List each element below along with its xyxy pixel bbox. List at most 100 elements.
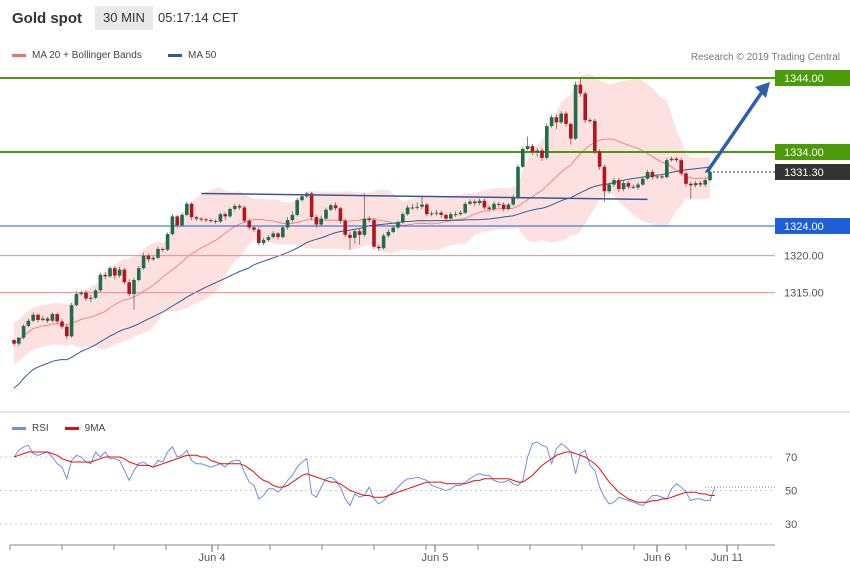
candle-body-60 [300,196,304,201]
price-label-box-0 [775,70,850,86]
candle-body-14 [79,292,83,295]
candle-body-13 [74,294,79,306]
candle-body-19 [103,274,107,277]
candle-body-131 [641,178,645,185]
rsi-legend-label: RSI [32,423,49,434]
candle-body-54 [271,233,275,238]
rsi-ma-line [13,451,715,503]
candle-body-22 [117,269,122,276]
candle-body-18 [98,274,103,291]
candle-body-39 [199,218,203,220]
candle-body-40 [204,219,208,221]
candle-body-69 [343,220,347,235]
candle-body-1 [17,337,21,344]
rsi-tick-label-2: 30 [785,519,797,531]
candle-body-118 [578,84,583,94]
price-label-box-2 [775,163,850,180]
candle-body-36 [185,203,189,215]
candle-body-139 [679,160,683,174]
candle-body-119 [583,93,587,121]
x-tick-label-0: Jun 4 [199,552,226,564]
candle-body-58 [290,214,295,221]
ma20-swatch [12,54,26,57]
price-label-box-3 [775,218,850,234]
price-label-box-1 [775,144,850,160]
candle-body-73 [362,218,367,235]
candle-body-134 [655,176,659,178]
candle-body-74 [367,218,371,221]
candle-body-63 [314,217,319,225]
candle-body-11 [65,326,69,337]
candle-body-128 [626,183,631,187]
candle-body-94 [463,203,467,213]
candle-body-12 [69,305,74,337]
candle-body-145 [708,171,712,181]
candle-body-96 [473,201,477,204]
candle-body-43 [218,214,223,222]
price-label-5: 1315.00 [784,288,824,300]
ma20-legend: MA 20 + Bollinger Bands [12,50,142,61]
candle-body-42 [213,220,218,222]
candle-body-141 [689,183,693,186]
candle-body-8 [50,314,55,321]
candle-body-142 [693,183,698,186]
timestamp: 05:17:14 CET [158,10,239,25]
price-label-0: 1344.00 [784,73,824,85]
candle-body-48 [242,207,247,221]
candle-body-70 [348,234,352,238]
candle-body-123 [602,166,607,192]
candle-body-93 [458,212,463,215]
candle-body-140 [684,173,688,184]
chart-header: Gold spot 30 MIN 05:17:14 CET [0,0,850,38]
candle-body-84 [415,206,419,208]
candle-body-98 [482,200,487,208]
candle-body-89 [439,212,443,215]
candle-body-9 [55,314,59,322]
candle-body-76 [377,246,381,249]
candle-body-2 [21,325,26,338]
candle-body-77 [381,235,386,249]
candle-body-33 [170,216,175,235]
candle-body-106 [521,149,525,167]
candle-body-64 [319,218,323,225]
candle-body-45 [228,208,232,217]
candle-body-47 [237,206,242,208]
candle-body-126 [617,180,621,189]
candle-body-57 [285,220,290,228]
candle-body-34 [175,216,179,226]
candle-body-29 [151,257,155,260]
candle-body-113 [554,117,559,123]
candle-body-50 [252,227,256,230]
candle-body-23 [122,269,127,283]
candle-body-25 [132,280,136,295]
candle-body-28 [146,255,151,260]
x-tick-label-2: Jun 6 [644,552,671,564]
candle-body-103 [506,204,511,209]
candle-body-56 [281,227,285,238]
candle-body-86 [425,204,429,215]
candle-body-7 [45,318,50,321]
price-label-4: 1320.00 [784,251,824,263]
candle-body-27 [141,255,146,269]
timeframe-selector[interactable]: 30 MIN [95,6,153,30]
candle-body-62 [309,193,314,218]
candle-body-66 [329,205,333,210]
candle-body-85 [420,204,424,207]
candle-body-102 [501,204,506,209]
ma20-legend-label: MA 20 + Bollinger Bands [32,50,142,61]
candle-body-116 [569,123,573,139]
rsi-swatch [12,427,26,430]
price-label-2: 1331.30 [784,167,824,179]
ma50-line [13,166,711,389]
ma50-legend: MA 50 [168,50,216,61]
candle-body-3 [26,320,31,326]
candle-body-80 [396,222,400,228]
candle-body-81 [401,214,405,223]
price-label-3: 1324.00 [784,221,824,233]
candle-body-20 [108,268,112,277]
candle-body-100 [492,203,496,209]
projection-arrow [705,91,764,173]
candle-body-92 [453,214,458,216]
candle-body-105 [516,166,520,198]
